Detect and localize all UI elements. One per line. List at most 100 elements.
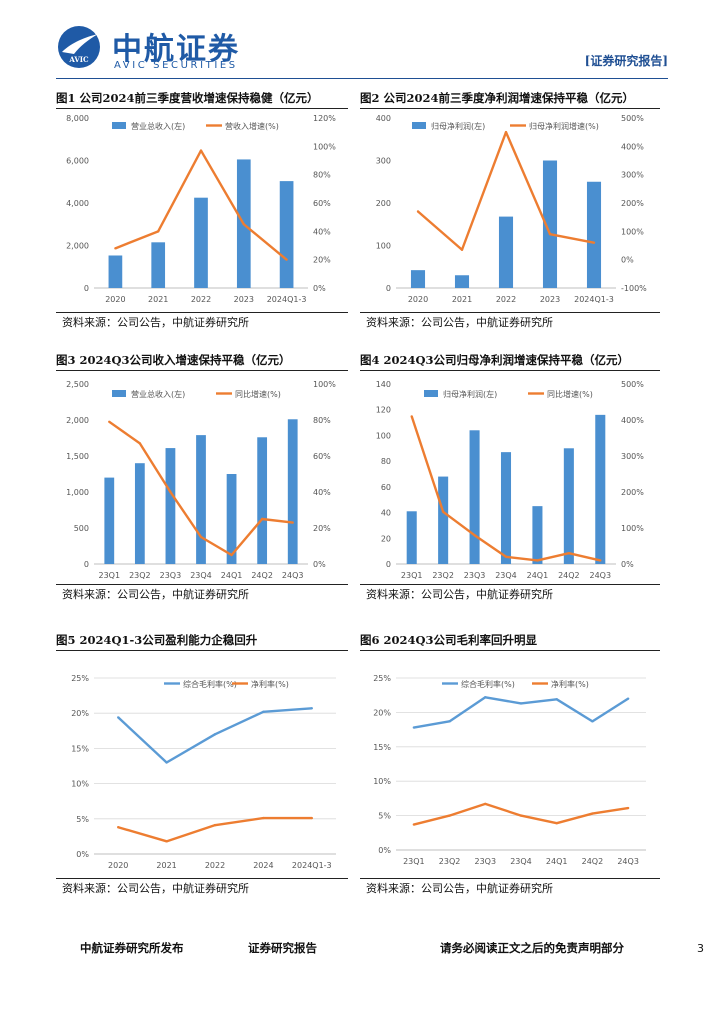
data-point [626,697,630,700]
y-tick-label-left: 40 [381,509,391,518]
figure-source: 资料来源：公司公告，中航证券研究所 [62,588,249,601]
series-line [413,802,629,826]
y-tick-label-left: 8,000 [66,114,89,123]
x-tick-label: 24Q1 [546,857,568,866]
legend-label: 归母净利润增速(%) [529,121,599,131]
data-point [592,241,596,244]
bar [454,275,470,288]
x-tick-label: 2021 [452,295,472,304]
data-point [117,716,120,719]
y-tick-label-left: 25% [373,674,391,683]
data-point [262,816,265,820]
data-point [199,149,203,152]
x-tick-label: 23Q4 [495,571,517,580]
data-point [165,761,168,764]
y-tick-label-left: 500 [74,524,89,533]
data-point [114,247,117,250]
data-point [555,698,558,701]
bar [406,511,417,564]
source-divider [360,584,660,585]
data-point [199,535,203,539]
y-tick-label-right: 300% [621,452,644,461]
y-tick-label-left: 0 [386,560,391,569]
y-tick-label-right: 100% [313,142,336,151]
bar [563,448,574,564]
bar [438,476,449,564]
data-point [230,553,233,557]
bar [542,160,558,288]
figure-6-chart: 0% 5% 10% 15% 20% 25% 23Q1 23Q2 23Q3 23Q4 24Q1 24Q2… [373,674,646,866]
legend-swatch [112,122,126,129]
logo-mark-text: AVIC [68,55,89,64]
y-tick-label-right: 120% [313,114,336,123]
legend-label: 综合毛利率(%) [183,679,237,689]
bar [586,181,602,288]
x-tick-label: 2020 [105,295,125,304]
data-point [242,223,245,226]
legend-label: 归母净利润(左) [443,389,497,399]
y-tick-label-right: 20% [313,524,331,533]
data-point [591,812,594,815]
data-point [504,130,508,134]
y-tick-label-right: 0% [621,560,634,569]
y-tick-label-right: 200% [621,488,644,497]
header-divider [56,78,668,79]
figure-title: 图6 2024Q3公司毛利率回升明显 [360,633,538,647]
y-tick-label-left: 100 [376,242,391,251]
x-tick-label: 24Q3 [617,857,639,866]
legend-label: 同比增速(%) [547,389,593,399]
y-tick-label-right: 100% [621,227,644,236]
y-tick-label-right: 400% [621,142,644,151]
x-tick-label: 23Q3 [474,857,496,866]
figure-source: 资料来源：公司公告，中航证券研究所 [62,316,249,329]
bar [165,448,176,564]
data-point [410,415,413,418]
y-tick-label-left: 4,000 [66,199,89,208]
y-tick-label-right: 300% [621,171,644,180]
x-tick-label: 2021 [148,295,168,304]
data-point [626,806,630,810]
data-point [165,840,168,843]
figure-2-chart: 0 100 200 300 400 -100% 0% 100% 200% 300% 400% 500%… [376,114,647,304]
bar [498,216,514,288]
data-point [285,258,288,261]
page-number: 3 [697,942,704,955]
y-tick-label-right: 0% [313,284,326,293]
data-point [448,814,451,817]
data-point [157,230,160,233]
x-tick-label: 23Q1 [98,571,120,580]
x-tick-label: 2022 [191,295,211,304]
x-tick-label: 2020 [108,861,128,870]
x-tick-label: 23Q3 [464,571,486,580]
y-tick-label-left: 10% [373,777,391,786]
y-tick-label-left: 300 [376,157,391,166]
data-point [591,720,594,723]
y-tick-label-right: 100% [313,380,336,389]
y-tick-label-left: 0% [76,850,89,859]
y-tick-label-left: 2,000 [66,416,89,425]
y-tick-label-left: 10% [71,780,89,789]
x-tick-label: 2021 [156,861,176,870]
data-point [310,816,313,820]
figure-source: 资料来源：公司公告，中航证券研究所 [366,316,553,329]
bar [595,414,606,564]
footer-disclaimer: 请务必阅读正文之后的免责声明部分 [440,941,624,955]
y-tick-label-right: 80% [313,416,331,425]
source-divider [56,878,348,879]
figure-4-chart: 0 20 40 60 80 100 120 140 0% 100% 200% 300% 400% 500%… [376,380,645,580]
bar [151,242,166,288]
data-point [599,559,602,562]
x-tick-label: 23Q1 [403,857,425,866]
figure-3-chart: 0 500 1,000 1,500 2,000 2,500 0% 20% 40% 60% 80% 10… [66,380,336,580]
y-tick-label-left: 200 [376,199,391,208]
x-tick-label: 2024 [253,861,273,870]
bar [257,437,268,564]
data-point [555,821,558,825]
footer-report-type: 证券研究报告 [248,941,317,955]
y-tick-label-left: 20 [381,534,391,543]
y-tick-label-left: 5% [76,815,89,824]
y-tick-label-right: 200% [621,199,644,208]
y-tick-label-right: 400% [621,416,644,425]
y-tick-label-right: 0% [313,560,326,569]
x-tick-label: 24Q2 [251,571,273,580]
